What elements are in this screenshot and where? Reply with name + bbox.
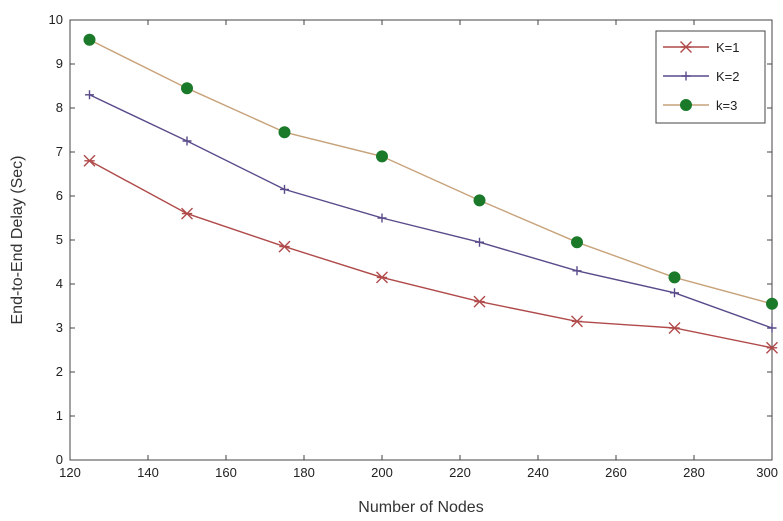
y-tick-label: 2	[56, 364, 63, 379]
data-point	[83, 154, 96, 167]
legend-entry: K=1	[663, 40, 740, 55]
series-2	[85, 90, 777, 333]
y-tick-label: 9	[56, 56, 63, 71]
series-3	[83, 33, 778, 310]
data-point	[767, 323, 777, 333]
legend-box	[655, 30, 766, 124]
x-tick-label: 280	[683, 465, 705, 480]
data-point	[85, 90, 94, 100]
y-tick-label: 8	[56, 100, 63, 115]
series-line	[89, 39, 773, 305]
y-axis: 0 1 2 3 4 5 6 7 8 9 10	[49, 12, 772, 467]
x-tick-label: 180	[293, 465, 315, 480]
series-line	[89, 94, 773, 329]
x-axis: 120 140 160 180 200 220 240 260 280 300	[59, 20, 778, 480]
data-point	[182, 136, 192, 146]
data-point	[376, 150, 388, 163]
data-point	[181, 82, 193, 95]
x-tick-label: 140	[137, 465, 159, 480]
legend-marker	[680, 99, 692, 111]
legend-marker	[681, 71, 691, 81]
legend-marker	[680, 41, 692, 53]
data-point	[83, 33, 96, 46]
data-point	[278, 240, 291, 253]
data-point	[766, 341, 778, 354]
x-tick-label: 240	[527, 465, 549, 480]
y-tick-label: 4	[56, 276, 63, 291]
series-line	[89, 160, 773, 349]
data-point	[668, 271, 681, 284]
y-tick-label: 0	[56, 452, 63, 467]
x-axis-title: Number of Nodes	[358, 499, 483, 516]
legend-entry: k=3	[663, 98, 737, 113]
y-tick-label: 3	[56, 320, 63, 335]
legend-entry: K=2	[663, 69, 740, 84]
data-point	[475, 237, 484, 247]
x-tick-label: 120	[59, 465, 81, 480]
y-tick-label: 1	[56, 408, 63, 423]
data-point	[377, 213, 387, 223]
y-tick-label: 5	[56, 232, 63, 247]
x-tick-label: 300	[756, 465, 778, 480]
legend-label: K=2	[716, 69, 740, 84]
x-tick-label: 260	[605, 465, 627, 480]
data-point	[278, 126, 291, 139]
x-tick-label: 220	[449, 465, 471, 480]
y-tick-label: 10	[49, 12, 63, 27]
data-point	[181, 207, 193, 220]
x-tick-label: 160	[215, 465, 237, 480]
data-point	[571, 236, 583, 249]
data-point	[473, 194, 486, 207]
y-tick-label: 7	[56, 144, 63, 159]
data-point	[571, 315, 583, 328]
legend: K=1 K=2 k=3	[655, 30, 766, 124]
y-axis-title: End-to-End Delay (Sec)	[9, 156, 26, 325]
data-point	[766, 297, 778, 310]
legend-label: k=3	[716, 98, 737, 113]
data-point	[376, 271, 388, 284]
legend-label: K=1	[716, 40, 740, 55]
data-point	[572, 266, 582, 276]
y-tick-label: 6	[56, 188, 63, 203]
data-point	[473, 295, 486, 308]
data-point	[670, 288, 679, 298]
data-point	[668, 322, 681, 334]
series-layer	[83, 33, 778, 354]
data-point	[280, 184, 289, 194]
series-1	[83, 154, 778, 354]
x-tick-label: 200	[371, 465, 393, 480]
